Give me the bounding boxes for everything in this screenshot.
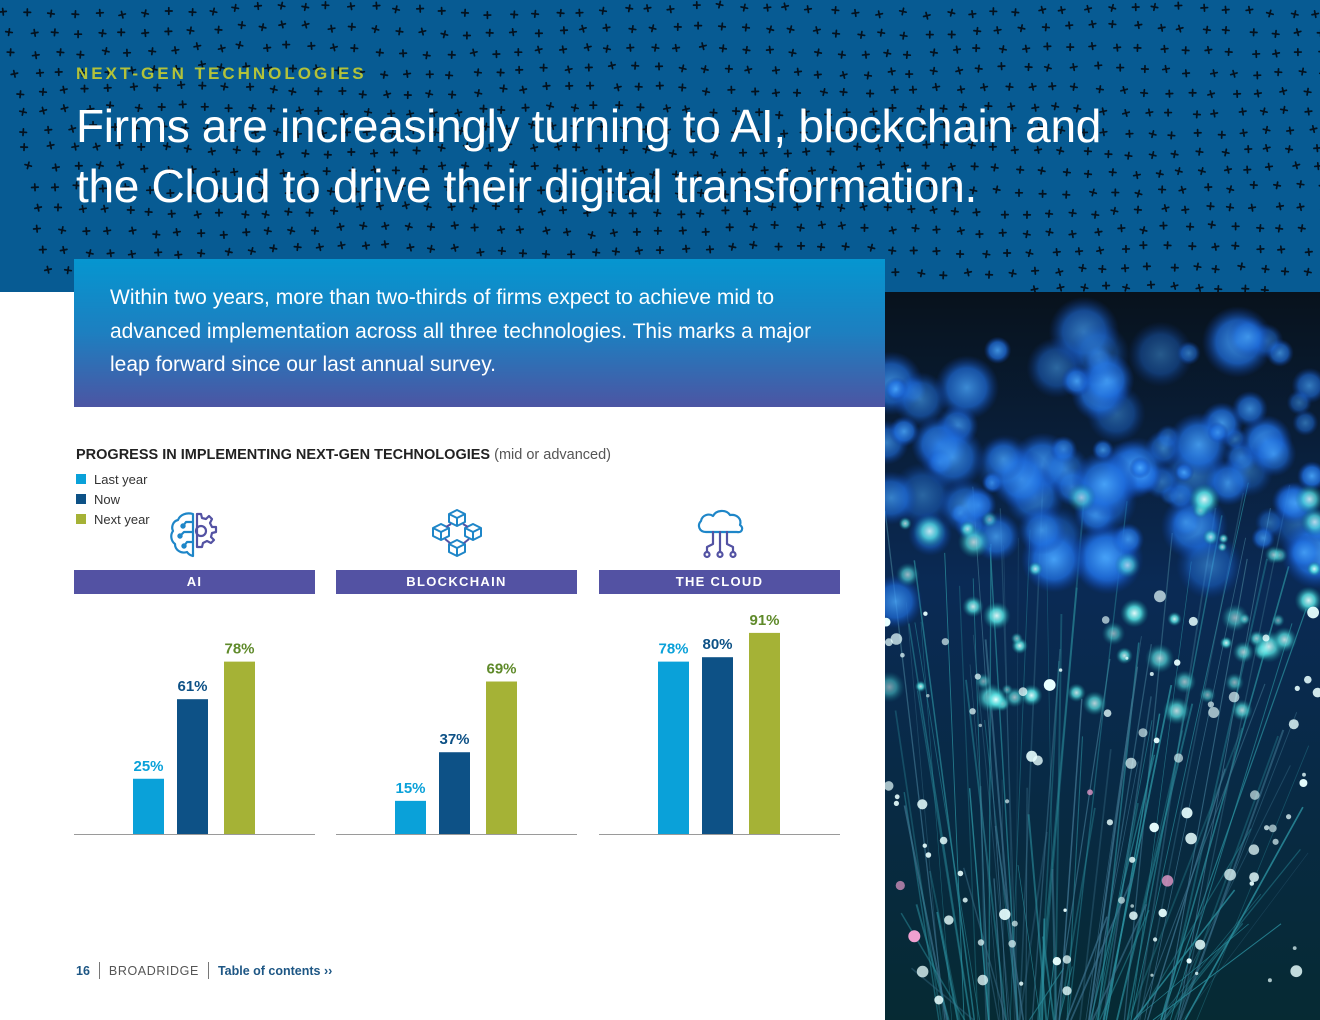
value-label-cloud-next-year: 91% — [749, 612, 779, 629]
category-header-ai: AI — [74, 570, 315, 594]
bar-cloud-next-year — [749, 632, 780, 834]
page-headline: Firms are increasingly turning to AI, bl… — [76, 100, 1102, 212]
value-label-cloud-last-year: 78% — [658, 641, 688, 658]
value-label-ai-next-year: 78% — [224, 641, 254, 658]
table-of-contents-link[interactable]: Table of contents ›› — [217, 963, 333, 978]
value-label-blockchain-last-year: 15% — [395, 780, 425, 797]
bar-ai-last-year — [133, 778, 164, 834]
bar-blockchain-last-year — [395, 800, 426, 834]
bar-cloud-now — [702, 657, 733, 834]
legend-swatch-now — [76, 494, 86, 504]
cross-pattern — [0, 0, 1320, 292]
value-label-ai-now: 61% — [177, 678, 207, 695]
value-label-ai-last-year: 25% — [133, 758, 163, 775]
blockchain-cubes-icon — [432, 509, 482, 557]
cloud-network-icon — [697, 509, 744, 559]
value-label-blockchain-next-year: 69% — [486, 661, 516, 678]
intro-text: Within two years, more than two-thirds o… — [110, 286, 812, 376]
page-footer: 16 BROADRIDGE Table of contents ›› — [76, 962, 332, 979]
value-label-cloud-now: 80% — [702, 636, 732, 653]
brand-name: BROADRIDGE — [108, 963, 199, 978]
footer-divider — [98, 962, 100, 979]
bar-cloud-last-year — [658, 661, 689, 834]
legend-swatch-next-year — [76, 514, 86, 524]
legend-label-next-year: Next year — [94, 511, 150, 527]
fiber-optic-photo — [885, 292, 1320, 1020]
chart-title-subtitle: (mid or advanced) — [494, 447, 611, 463]
category-header-blockchain: BLOCKCHAIN — [336, 570, 577, 594]
fiber-optic-image — [885, 292, 1320, 1020]
value-label-blockchain-now: 37% — [439, 731, 469, 748]
hero-banner: NEXT-GEN TECHNOLOGIES Firms are increasi… — [0, 0, 1320, 292]
page-number: 16 — [76, 963, 90, 978]
section-eyebrow: NEXT-GEN TECHNOLOGIES — [76, 64, 367, 83]
brain-gear-icon — [170, 512, 218, 558]
footer-divider — [207, 962, 209, 979]
legend-label-now: Now — [94, 491, 121, 507]
legend-label-last-year: Last year — [94, 471, 148, 487]
bar-chart: 25% 61% 78% 15% 37% 69% 78% 80% 91% — [74, 612, 840, 835]
intro-callout: Within two years, more than two-thirds o… — [74, 259, 885, 407]
chart-title: PROGRESS IN IMPLEMENTING NEXT-GEN TECHNO… — [76, 447, 611, 463]
chart-legend: Last year Now Next year — [76, 469, 150, 529]
category-header-cloud: THE CLOUD — [599, 570, 840, 594]
bar-blockchain-now — [439, 752, 470, 834]
chart-title-main: PROGRESS IN IMPLEMENTING NEXT-GEN TECHNO… — [76, 447, 491, 463]
bar-ai-now — [177, 699, 208, 834]
legend-swatch-last-year — [76, 474, 86, 484]
legend-item-next-year: Next year — [76, 509, 150, 529]
bar-blockchain-next-year — [486, 681, 517, 834]
legend-item-last-year: Last year — [76, 469, 150, 489]
legend-item-now: Now — [76, 489, 150, 509]
bar-ai-next-year — [224, 661, 255, 834]
